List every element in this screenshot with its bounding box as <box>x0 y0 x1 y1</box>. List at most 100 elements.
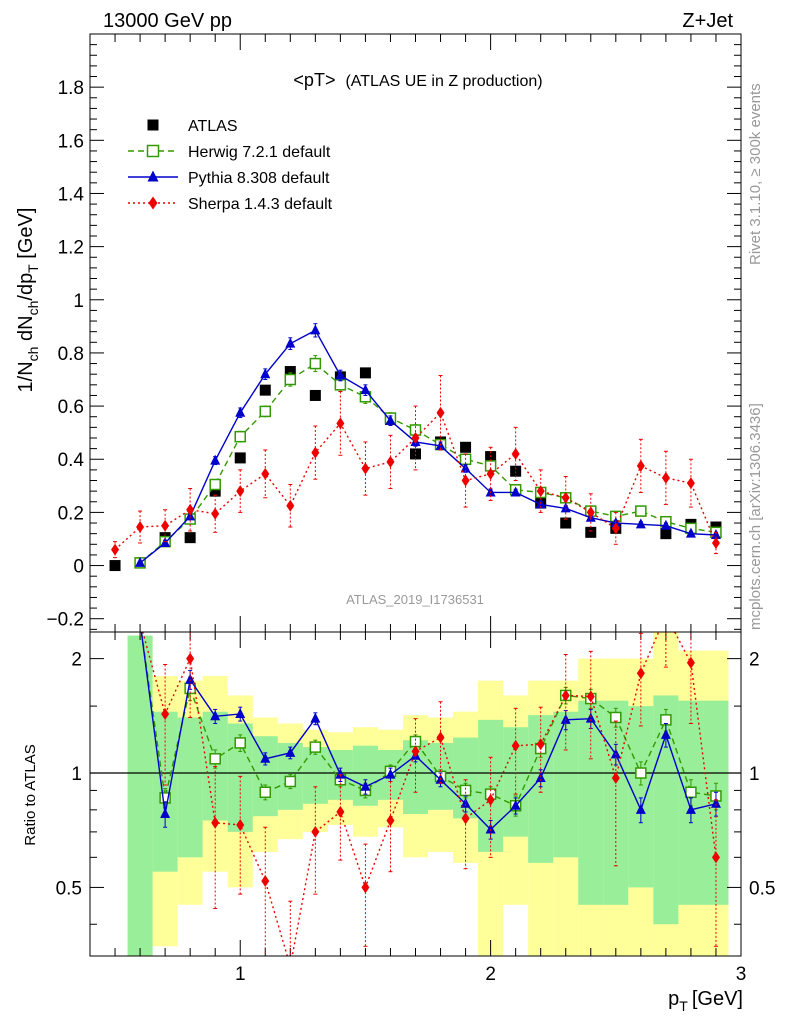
ratio-data-point <box>311 825 320 838</box>
ratio-data-point <box>261 874 270 887</box>
xtick-label: 1 <box>235 964 246 985</box>
ratio-data-point <box>461 812 470 825</box>
legend-label: Pythia 8.308 default <box>188 170 330 187</box>
ratio-data-point <box>335 768 346 779</box>
ratio-data-point <box>161 707 170 720</box>
ratio-green-band <box>628 706 654 888</box>
ylabel-c: /dp <box>15 273 37 301</box>
main-data-point <box>236 485 245 498</box>
ratio-data-point <box>310 712 321 723</box>
ylabel-b-sub: ch <box>25 301 41 316</box>
main-data-point <box>560 502 571 513</box>
ylabel-a-sub: ch <box>25 347 41 362</box>
ratio-data-point <box>286 960 294 972</box>
main-ytick-label: 0 <box>73 557 84 578</box>
main-data-point <box>685 527 696 538</box>
main-data-point <box>461 474 470 487</box>
header-right: Z+Jet <box>682 10 733 32</box>
ratio-data-point <box>459 784 472 797</box>
ratio-ylabel: Ratio to ATLAS <box>22 744 39 845</box>
main-data-point <box>511 447 520 460</box>
main-data-point <box>660 528 672 540</box>
main-data-point <box>486 467 495 480</box>
main-ytick-label: 1.6 <box>58 131 84 152</box>
ratio-series-line <box>140 632 717 807</box>
ratio-series-line <box>142 632 717 956</box>
ratio-data-point <box>409 735 422 748</box>
ratio-series-2 <box>142 632 720 972</box>
main-data-point <box>711 536 720 549</box>
main-data-point <box>436 406 445 419</box>
xlabel-p: p <box>668 988 679 1010</box>
main-data-point <box>585 526 597 538</box>
main-data-point <box>635 505 647 517</box>
ratio-ytick-label: 0.5 <box>56 878 82 899</box>
ratio-data-point <box>361 881 370 894</box>
xlabel-unit: [GeV] <box>692 988 743 1010</box>
main-data-point <box>111 543 120 556</box>
main-data-point <box>336 417 345 430</box>
main-data-point <box>136 521 145 534</box>
ratio-data-point <box>460 797 471 808</box>
legend-label: Sherpa 1.4.3 default <box>188 196 333 213</box>
mcplots-label: mcplots.cern.ch [arXiv:1306.3436] <box>747 403 764 630</box>
main-data-point <box>561 491 570 504</box>
main-series-1 <box>134 355 722 569</box>
main-data-point <box>359 367 371 379</box>
legend-label: ATLAS <box>188 118 238 135</box>
ratio-data-point <box>710 797 721 808</box>
ratio-data-point <box>685 803 696 814</box>
main-data-point <box>361 462 370 475</box>
ylabel-d: [GeV] <box>15 208 37 265</box>
ratio-data-point <box>210 710 221 721</box>
main-data-point <box>286 499 295 512</box>
main-data-point <box>385 414 396 425</box>
xlabel: pT [GeV] <box>668 988 743 1014</box>
ratio-data-point <box>635 803 646 814</box>
header-left: 13000 GeV pp <box>103 10 232 32</box>
ratio-data-point <box>636 667 645 680</box>
main-data-point <box>636 459 645 472</box>
ratio-data-point <box>561 689 570 702</box>
ratio-data-point <box>285 746 296 757</box>
main-series-2 <box>135 323 721 567</box>
ratio-data-point <box>510 799 521 810</box>
main-data-point <box>259 384 271 396</box>
ratio-data-point <box>185 673 196 684</box>
ratio-data-point <box>186 652 195 665</box>
legend-marker <box>147 119 159 131</box>
ratio-data-point <box>511 739 520 752</box>
main-data-point <box>311 446 320 459</box>
main-data-point <box>310 324 321 335</box>
main-ytick-label: 1.8 <box>58 78 84 99</box>
main-data-point <box>560 517 572 529</box>
legend-marker <box>147 170 159 182</box>
main-data-point <box>234 430 246 443</box>
main-data-point <box>285 337 296 348</box>
ratio-data-point <box>585 712 596 723</box>
ratio-data-point <box>235 707 246 718</box>
main-data-point <box>686 477 695 490</box>
main-data-point <box>209 478 221 491</box>
ratio-data-point <box>711 851 720 864</box>
main-ylabel: 1/Nch dNch/dpT [GeV] <box>15 208 41 393</box>
ratio-data-point <box>485 823 496 834</box>
main-data-point <box>586 506 595 519</box>
legend-item-3: Sherpa 1.4.3 default <box>128 196 333 213</box>
main-data-point <box>386 455 395 468</box>
main-data-point <box>309 357 322 370</box>
ratio-data-point <box>260 752 271 763</box>
ratio-data-point <box>386 814 395 827</box>
main-data-point <box>410 448 421 460</box>
ratio-data-point <box>685 786 697 799</box>
legend-item-1: Herwig 7.2.1 default <box>128 144 331 161</box>
main-data-point <box>661 471 670 484</box>
main-data-point <box>309 389 321 401</box>
ratio-data-point <box>309 741 322 753</box>
ratio-data-point <box>611 772 620 785</box>
main-title: <pT> <box>293 70 335 90</box>
main-series-0 <box>109 366 722 572</box>
main-data-point <box>161 519 170 532</box>
